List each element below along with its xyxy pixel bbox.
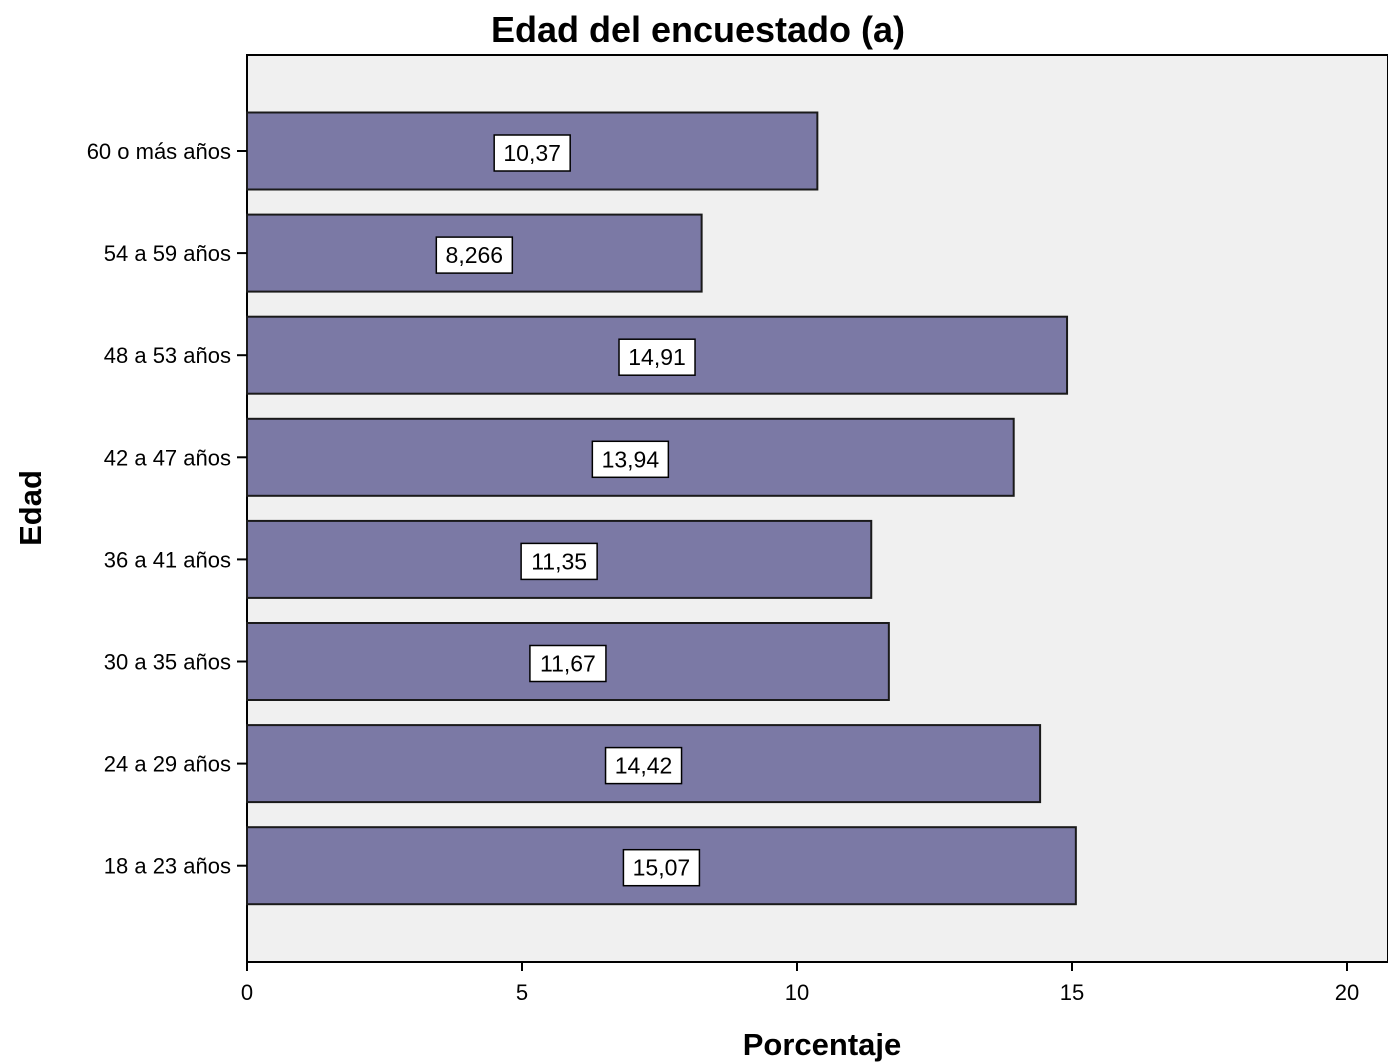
y-tick-label-7: 18 a 23 años — [104, 854, 231, 879]
x-axis: 0 5 10 15 20 — [241, 962, 1359, 1005]
y-tick-label-1: 54 a 59 años — [104, 241, 231, 266]
y-tick-label-5: 30 a 35 años — [104, 650, 231, 675]
x-tick-label-4: 20 — [1335, 980, 1359, 1005]
x-tick-label-3: 15 — [1060, 980, 1084, 1005]
bar-value-label-box-5 — [529, 644, 607, 683]
bar-value-label-7: 15,07 — [633, 855, 691, 881]
bar-value-label-1: 8,266 — [446, 242, 504, 268]
x-axis-title: Porcentaje — [743, 1027, 902, 1062]
x-tick-label-0: 0 — [241, 980, 253, 1005]
bar-value-label-box-3 — [591, 440, 670, 479]
y-tick-label-2: 48 a 53 años — [104, 343, 231, 368]
bar-value-label-box-0 — [493, 134, 571, 172]
y-tick-label-6: 24 a 29 años — [104, 752, 231, 777]
bar-value-label-6: 14,42 — [615, 753, 673, 779]
x-tick-label-1: 5 — [516, 980, 528, 1005]
y-axis-title: Edad — [13, 470, 48, 546]
y-tick-labels: 60 o más años 54 a 59 años 48 a 53 años 42 … — [87, 139, 247, 879]
bar-value-label-3: 13,94 — [602, 446, 660, 472]
bar-value-label-box-1 — [435, 236, 514, 274]
plot-area — [246, 54, 1388, 963]
bars-group: 10,37 8,266 14,91 13,94 11,35 11,67 14,42 15,07 — [246, 111, 1077, 906]
bar-value-label-box-4 — [520, 542, 598, 581]
bar-value-label-0: 10,37 — [503, 140, 561, 166]
y-tick-label-3: 42 a 47 años — [104, 445, 231, 470]
chart-title: Edad del encuestado (a) — [491, 9, 905, 50]
y-tick-label-4: 36 a 41 años — [104, 547, 231, 572]
y-tick-label-0: 60 o más años — [87, 139, 231, 164]
x-tick-label-2: 10 — [785, 980, 809, 1005]
bar-value-label-4: 11,35 — [531, 548, 587, 574]
bar-value-label-box-6 — [604, 746, 683, 785]
bar-value-label-2: 14,91 — [628, 344, 686, 370]
bar-value-label-box-2 — [618, 338, 696, 376]
bar-value-label-box-7 — [622, 848, 701, 887]
bar-value-label-5: 11,67 — [540, 651, 596, 677]
